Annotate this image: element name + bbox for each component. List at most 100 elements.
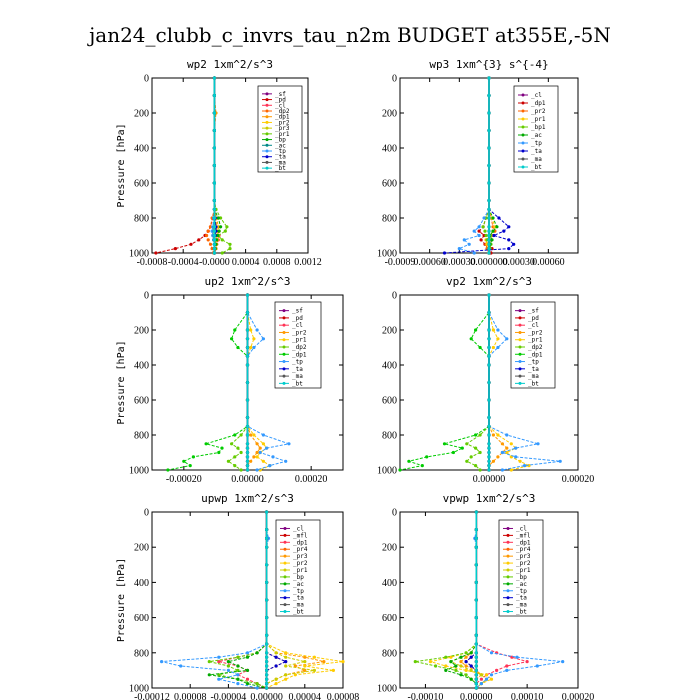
legend-label: _tp [275,148,286,155]
series-line-dp1 [218,512,268,689]
series-point-bt [487,146,491,150]
series-point-bt [265,598,269,602]
series-line-pd [155,78,215,254]
series-point-dp2 [474,464,478,468]
series-point-bp1 [484,233,488,238]
legend-marker [518,323,522,327]
series-point-bp [216,216,220,220]
legend-label: _dp1 [528,351,543,358]
series-point-bt [487,363,491,367]
legend-marker [521,125,525,129]
series-point-bt [265,633,269,637]
panel-title: wp3 1xm^{3} s^{-4} [429,58,548,71]
series-point-pr1 [469,668,473,673]
legend-box [274,301,322,389]
series-point-bp [226,664,230,668]
series-point-tp [477,225,481,229]
series-point-ac [236,664,240,668]
legend-label: _bp [516,574,527,581]
legend-marker [282,381,286,385]
series-point-bt [212,207,216,211]
series-point-dp1 [230,337,234,341]
series-point-dp1 [479,677,483,681]
series-point-pr2 [274,682,278,686]
series-line-dp1 [167,295,248,471]
legend-marker [265,115,269,119]
y-tick-label: 200 [134,543,149,554]
series-point-pr2 [284,677,288,681]
series-point-bt [487,128,491,133]
series-point-dp1 [451,450,455,455]
series-point-bp1 [483,229,487,233]
x-tick-label: -0.00020 [166,474,202,485]
legend-label: _dp1 [292,351,307,358]
series-point-tp [484,677,489,681]
series-point-ac [444,668,448,673]
series-point-pr1 [220,251,224,255]
series-point-tp [160,660,164,664]
series-point-pr1 [261,442,265,446]
series-point-bt [212,146,216,150]
series-point-tp [261,337,265,341]
y-tick-label: 0 [392,508,397,519]
legend-label: _cl [292,322,303,329]
series-point-ac [449,660,453,664]
y-axis-label: Pressure [hPa] [116,340,127,424]
legend-marker [506,589,510,593]
series-point-bt [265,673,269,677]
legend-label: _pr3 [293,553,308,560]
legend-label: _bt [275,165,286,172]
series-point-tp [236,673,240,677]
plot-frame [399,511,579,689]
series-point-dp1 [236,345,240,350]
series-point-bt [212,225,216,229]
series-point-bt [487,424,491,428]
y-tick-label: 800 [382,214,397,225]
series-point-tp [271,455,275,459]
series-point-tp [236,682,240,686]
series-point-pr1 [284,664,288,668]
y-tick-label: 400 [382,578,397,589]
legend-label: _pd [528,315,539,322]
series-point-pr2 [255,442,259,446]
series-point-bp [215,238,219,242]
series-point-pr2 [255,450,259,455]
legend-marker [283,554,287,558]
series-point-ta [469,655,473,659]
legend-marker [265,109,269,113]
series-point-dp1 [217,660,221,664]
series-point-tp [472,229,476,233]
series-point-ta [442,251,447,255]
series-point-bt [487,455,491,459]
series-point-pr1 [255,455,259,459]
x-tick-label: 0.0012 [294,257,322,268]
series-point-bt [487,229,491,233]
legend-label: _pr1 [293,567,308,574]
series-point-ac [491,229,495,233]
series-point-tp [535,664,539,668]
series-point-bt [487,93,491,98]
series-point-bp [444,655,448,659]
legend-label: _dp2 [528,344,543,351]
x-tick-label: -0.0000 [199,257,230,268]
series-point-bt [265,686,269,690]
series-point-tp [265,446,269,450]
legend-label: _ma [531,156,542,163]
y-tick-label: 1000 [377,684,397,695]
series-point-bt [487,380,491,385]
legend-marker [521,93,525,97]
series-point-bt [265,677,269,681]
series-point-dp1 [166,468,170,472]
series-point-bt [487,354,491,358]
series-point-bt [474,682,478,686]
legend-marker [265,166,269,170]
series-point-pr2 [428,660,433,664]
series-point-pr2 [341,660,345,664]
series-point-bt [212,242,216,246]
series-point-dp2 [478,450,482,455]
x-tick-label: 0.00020 [562,692,595,700]
series-point-ta [507,225,511,229]
legend-marker [283,575,287,579]
series-line-pr3 [460,512,483,688]
legend-marker [282,323,286,327]
